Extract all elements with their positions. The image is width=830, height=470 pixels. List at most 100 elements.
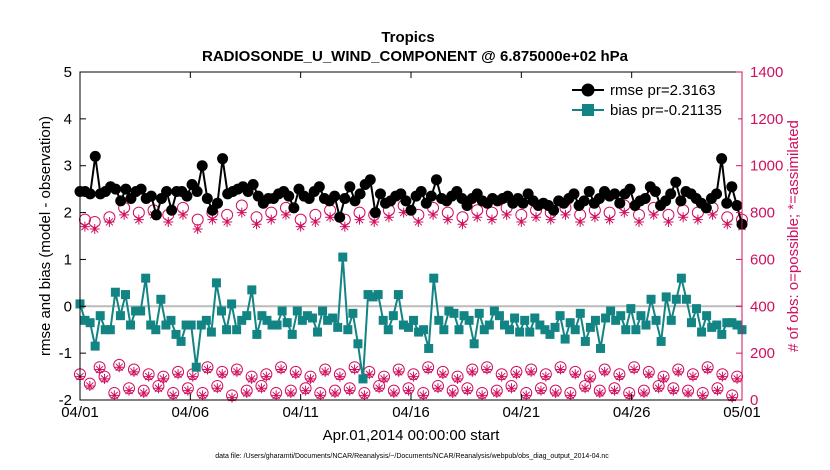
y-tick-label: 5	[64, 64, 72, 81]
obs-assimilated-point	[516, 216, 527, 227]
obs-assimilated-point	[629, 364, 640, 375]
rmse-point	[364, 174, 376, 186]
bias-point	[131, 306, 141, 316]
bias-point	[267, 320, 277, 330]
bias-point	[631, 325, 641, 335]
obs-assimilated-point	[192, 223, 203, 234]
bias-point	[717, 329, 727, 339]
obs-assimilated-point	[173, 369, 184, 380]
bias-point	[626, 304, 636, 314]
rmse-point	[609, 188, 621, 200]
obs-assimilated-point	[555, 364, 566, 375]
bias-point	[216, 306, 226, 316]
obs-assimilated-point	[472, 212, 483, 223]
rmse-point	[731, 200, 743, 212]
bias-point	[570, 325, 580, 335]
bias-point	[85, 318, 95, 328]
obs-assimilated-point	[540, 371, 551, 382]
y-tick-label: 1	[64, 251, 72, 268]
y2-tick-label: 600	[750, 251, 775, 268]
bias-point	[585, 322, 595, 332]
bias-point	[323, 315, 333, 325]
obs-assimilated-point	[143, 371, 154, 382]
obs-assimilated-point	[369, 216, 380, 227]
obs-assimilated-point	[379, 373, 390, 384]
obs-assimilated-point	[462, 385, 473, 396]
rmse-point	[89, 150, 101, 162]
bias-point	[318, 306, 328, 316]
obs-assimilated-point	[241, 387, 252, 398]
bias-point	[105, 325, 115, 335]
obs-assimilated-point	[393, 366, 404, 377]
obs-assimilated-point	[383, 212, 394, 223]
bias-point	[302, 311, 312, 321]
rmse-point	[639, 193, 651, 205]
obs-assimilated-point	[339, 221, 350, 232]
rmse-point	[288, 202, 300, 214]
bias-point	[388, 311, 398, 321]
bias-point	[80, 315, 90, 325]
rmse-point	[196, 160, 208, 172]
y2-tick-label: 800	[750, 205, 775, 222]
obs-assimilated-point	[727, 392, 738, 403]
x-tick-label: 04/16	[392, 404, 430, 421]
rmse-point	[161, 185, 173, 197]
bias-point	[560, 334, 570, 344]
obs-assimilated-point	[251, 219, 262, 230]
bias-point	[287, 329, 297, 339]
obs-assimilated-point	[545, 214, 556, 225]
x-axis: 04/01 04/06 04/11 04/16 04/21 04/26 05/01	[61, 72, 761, 421]
bias-point	[510, 313, 520, 323]
obs-assimilated-point	[295, 221, 306, 232]
bias-point	[343, 325, 353, 335]
rmse-point	[313, 181, 325, 193]
obs-assimilated-point	[702, 364, 713, 375]
plot-area	[80, 72, 742, 400]
obs-assimilated-point	[634, 216, 645, 227]
bias-point	[671, 294, 681, 304]
bias-point	[656, 336, 666, 346]
y-tick-label: 4	[64, 111, 72, 128]
bias-point	[621, 325, 631, 335]
bias-point	[186, 320, 196, 330]
bias-point	[580, 336, 590, 346]
rmse-point	[84, 188, 96, 200]
bias-point	[338, 252, 348, 262]
obs-assimilated-point	[79, 221, 90, 232]
legend-bias-marker	[582, 104, 594, 116]
bias-point	[120, 290, 130, 300]
obs-assimilated-point	[84, 380, 95, 391]
obs-assimilated-point	[153, 383, 164, 394]
bias-point	[499, 320, 509, 330]
obs-assimilated-point	[320, 366, 331, 377]
rmse-point	[150, 209, 162, 221]
obs-assimilated-point	[231, 366, 242, 377]
bias-point	[393, 290, 403, 300]
obs-assimilated-point	[334, 371, 345, 382]
bias-point	[692, 304, 702, 314]
y-axis-label: rmse and bias (model - observation)	[37, 116, 54, 356]
rmse-point	[430, 174, 442, 186]
x-tick-label: 04/06	[172, 404, 210, 421]
legend-rmse-label: rmse pr=2.3163	[610, 82, 715, 99]
bias-point	[707, 322, 717, 332]
bias-point	[196, 320, 206, 330]
rmse-point	[548, 204, 560, 216]
rmse-point	[517, 197, 529, 209]
obs-assimilated-point	[364, 369, 375, 380]
obs-assimilated-point	[437, 369, 448, 380]
rmse-point	[369, 207, 381, 219]
obs-assimilated-point	[398, 207, 409, 218]
obs-assimilated-point	[609, 385, 620, 396]
obs-assimilated-point	[457, 219, 468, 230]
obs-assimilated-point	[408, 371, 419, 382]
x-tick-label: 04/01	[61, 404, 99, 421]
obs-assimilated-point	[511, 369, 522, 380]
obs-assimilated-point	[177, 209, 188, 220]
obs-assimilated-point	[94, 364, 105, 375]
y2-tick-label: 400	[750, 298, 775, 315]
bias-point	[515, 327, 525, 337]
obs-assimilated-point	[187, 371, 198, 382]
rmse-point	[614, 197, 626, 209]
y2-tick-label: 1200	[750, 111, 783, 128]
